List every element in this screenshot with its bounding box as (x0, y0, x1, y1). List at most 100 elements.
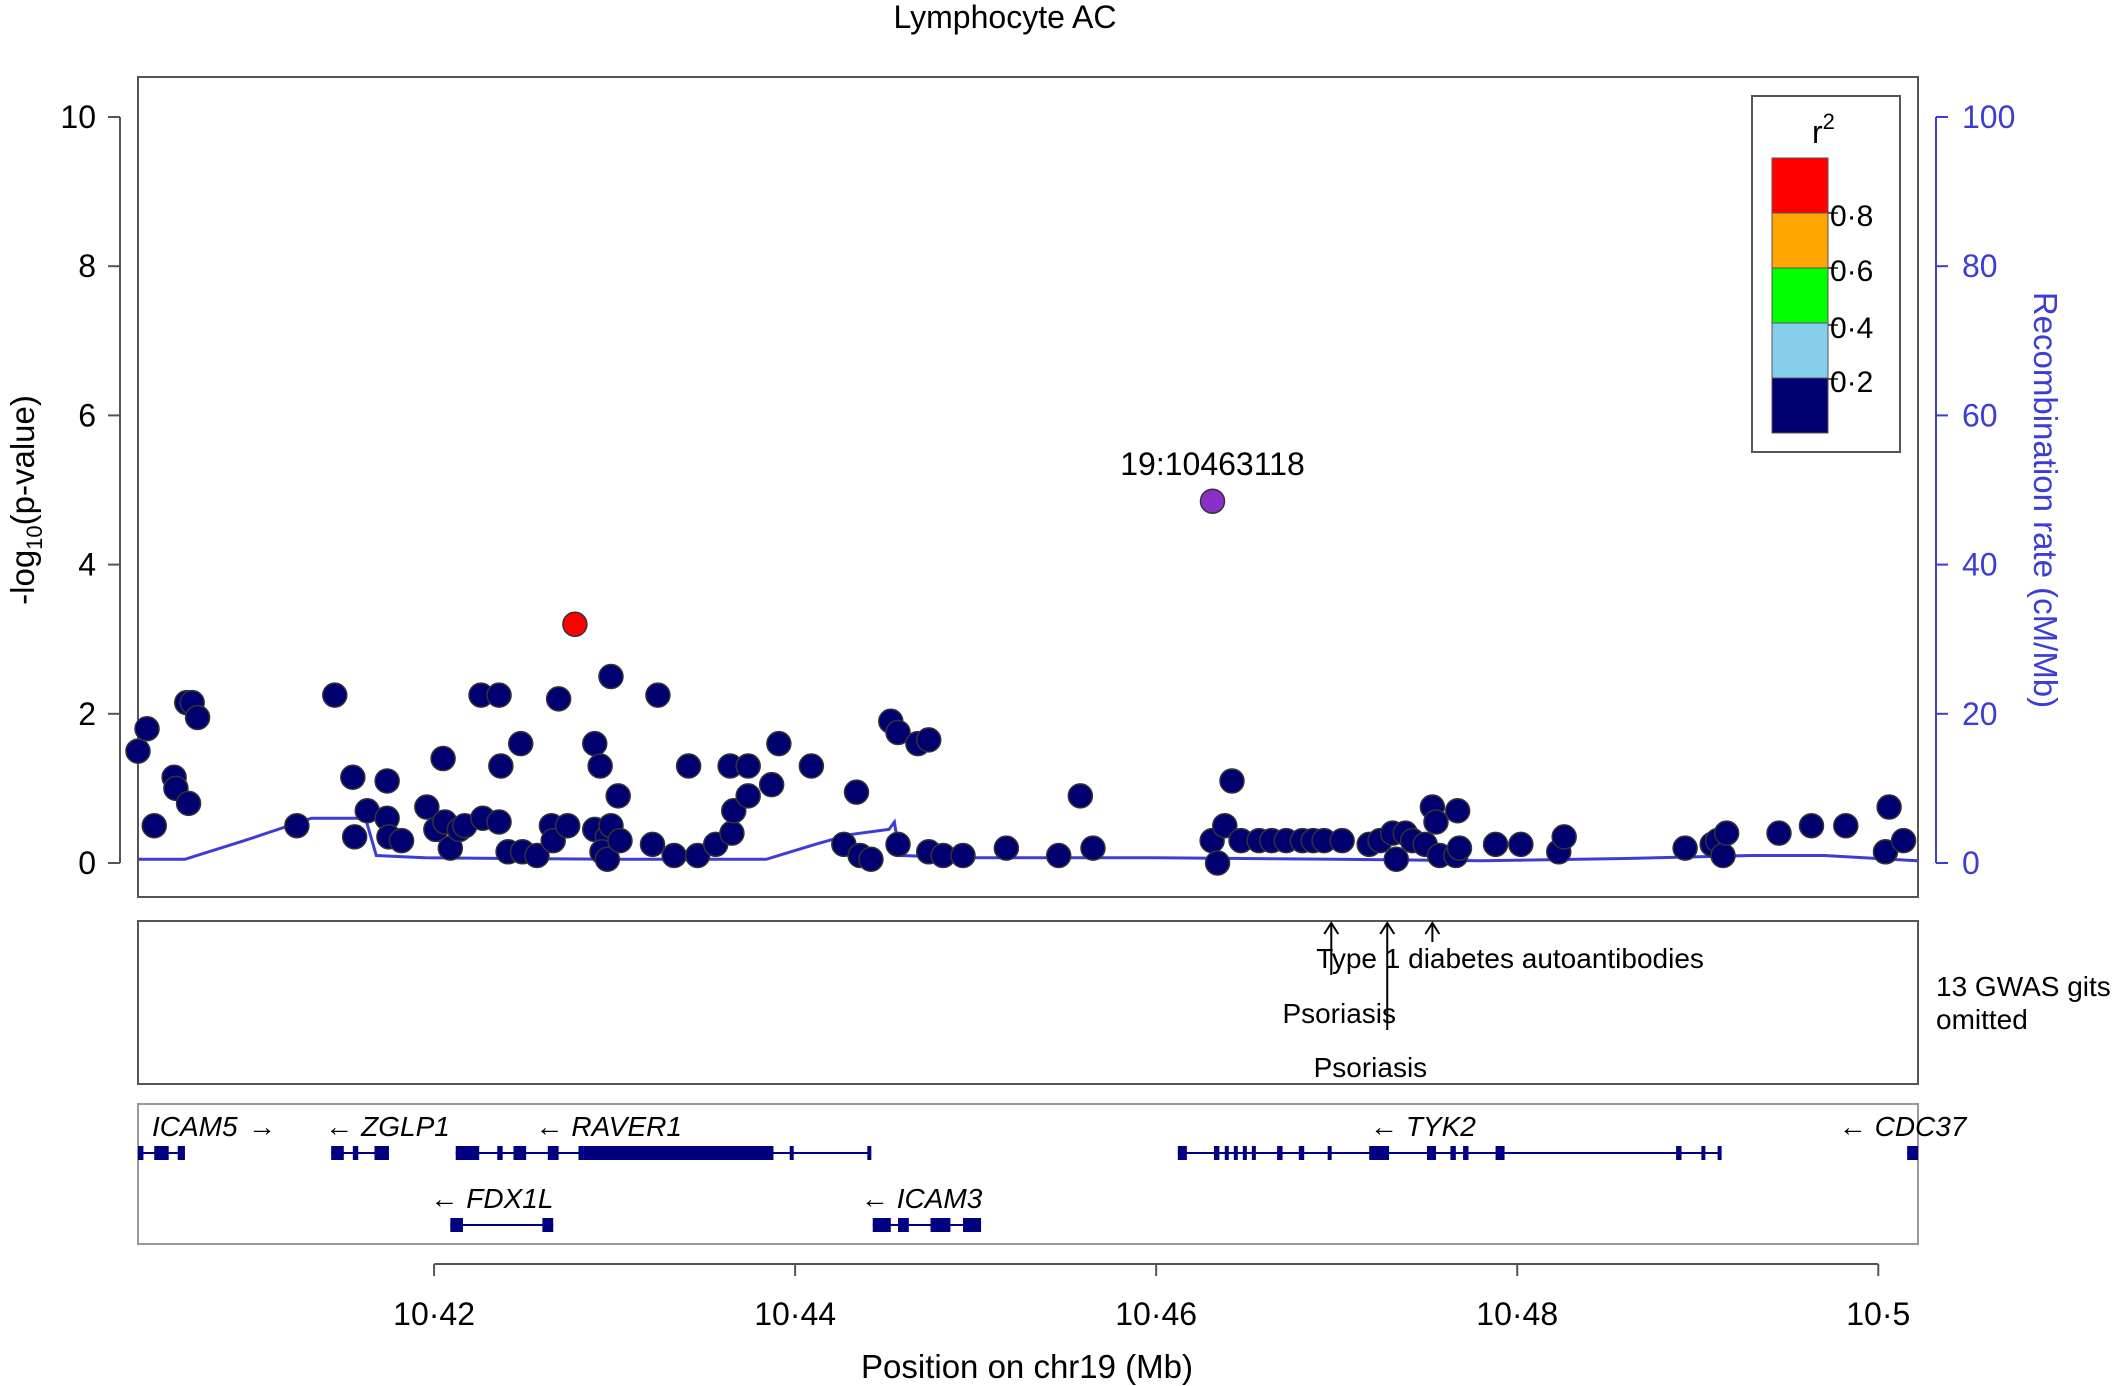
gene-panel-frame (137, 1103, 1919, 1245)
snp-point (284, 812, 310, 839)
gene-label: ZGLP1 (360, 1111, 450, 1142)
snp-point (341, 824, 368, 850)
snp-point (639, 831, 666, 858)
snp-point (1383, 846, 1410, 873)
snp-point (322, 682, 348, 708)
snp-point (1713, 820, 1740, 846)
gene-exon (1277, 1146, 1283, 1160)
gene-strand-arrow: → (248, 1111, 276, 1142)
gwas-omitted-note-line1: 13 GWAS gits (1936, 971, 2111, 1002)
gene-tracks: ICAM5 → ← ZGLP1 ← RAVER1 ← TYK2 ← CDC37← FDX1L ← ICA… (138, 1111, 1968, 1232)
snp-point (1876, 794, 1902, 820)
gene-exon (1242, 1146, 1247, 1160)
gene-strand-arrow: ← (430, 1183, 458, 1214)
gene-strand-arrow: ← (535, 1111, 563, 1142)
gene-exon (583, 1146, 774, 1160)
gene-exon (1701, 1146, 1706, 1160)
snp-point (488, 753, 514, 779)
gwas-hit-arrow (1323, 921, 1340, 935)
y-tick-label: 6 (78, 397, 96, 433)
snp-point (798, 753, 825, 779)
snp-point (1045, 842, 1072, 869)
snp-point (340, 764, 366, 790)
legend-swatch (1771, 157, 1829, 214)
gene-label: CDC37 (1875, 1111, 1968, 1142)
snp-point (607, 827, 633, 854)
snp-point (843, 779, 870, 805)
x-axis: 10·42 10·44 10·46 10·48 10·5 (393, 1263, 1910, 1332)
gene-exon (513, 1146, 527, 1160)
y2-tick-label: 0 (1962, 845, 1980, 881)
gwas-hits: Type 1 diabetes autoantibodies Psoriasis P… (1282, 921, 1704, 1083)
gene-exon (177, 1146, 185, 1160)
gene-exon (450, 1218, 463, 1232)
snp-point (581, 730, 608, 757)
snp-point (661, 842, 687, 869)
legend-swatch (1771, 377, 1829, 434)
snp-point (175, 790, 202, 817)
snp-point (587, 753, 613, 779)
snp-point (950, 842, 976, 869)
y-axis-label-sub: 10 (22, 525, 47, 549)
snp-point (645, 682, 671, 708)
y-axis-left: 0 2 4 6 8 10 (60, 99, 121, 881)
y-tick-label: 0 (78, 845, 96, 881)
gene-exon (1177, 1146, 1187, 1160)
gene-exon (898, 1218, 909, 1232)
snp-point (554, 812, 581, 839)
gene-tyk2: ← TYK2 (1177, 1111, 1722, 1160)
y-axis-label-tail: (p-value) (4, 395, 41, 525)
legend-label-0-8: 0·8 (1830, 200, 1873, 233)
gene-strand-arrow: ← (1370, 1111, 1398, 1142)
gwas-panel-frame (137, 920, 1919, 1085)
snp-point (1329, 827, 1355, 854)
snp-point-high-ld (562, 611, 588, 638)
gene-exon (455, 1146, 480, 1160)
y2-tick-label: 60 (1962, 397, 1998, 433)
snp-point (1672, 835, 1698, 861)
gwas-label-psoriasis-2: Psoriasis (1314, 1052, 1428, 1083)
gene-strand-arrow: ← (325, 1111, 353, 1142)
snp-point (374, 768, 400, 794)
snp-point (605, 783, 631, 809)
gene-exon (1224, 1146, 1229, 1160)
gene-exon (1495, 1146, 1505, 1160)
x-tick-label: 10·42 (393, 1296, 475, 1332)
snp-point (735, 753, 761, 779)
snp-point (1204, 850, 1231, 876)
snp-point (414, 794, 440, 820)
legend-swatch (1771, 212, 1829, 269)
snp-point (885, 719, 911, 746)
gene-exon (1426, 1146, 1436, 1160)
legend-label-0-2: 0·2 (1830, 366, 1873, 399)
snp-point (675, 753, 702, 779)
snp-point (1446, 835, 1473, 861)
gene-exon (1907, 1146, 1918, 1160)
snp-point (1508, 831, 1534, 858)
snp-point (430, 745, 456, 772)
snp-point (1798, 812, 1825, 839)
legend-title-sup: 2 (1823, 109, 1835, 134)
snp-point (125, 738, 151, 764)
snp-point (598, 663, 624, 690)
gene-strand-arrow: ← (861, 1183, 889, 1214)
gene-exon (331, 1146, 344, 1160)
r2-legend: r2 0·8 0·6 0·4 0·2 (1751, 95, 1901, 453)
snp-point (1766, 820, 1792, 846)
gene-exon (872, 1218, 891, 1232)
snp-point (1423, 809, 1449, 835)
gene-exon (1369, 1146, 1390, 1160)
gwas-hit-arrow (1424, 921, 1441, 935)
gwas-omitted-note-line2: omitted (1936, 1004, 2028, 1035)
gene-exon (1450, 1146, 1456, 1160)
snp-point (1080, 835, 1106, 861)
gene-exon (542, 1218, 554, 1232)
gene-cdc37: ← CDC37 (1839, 1111, 1968, 1160)
gene-label: ICAM5 (152, 1111, 238, 1142)
gene-raver1: ← RAVER1 (455, 1111, 872, 1160)
snp-point (766, 730, 792, 757)
gwas-label-t1d: Type 1 diabetes autoantibodies (1316, 943, 1704, 974)
snp-point (1710, 842, 1736, 869)
snp-point (1890, 827, 1917, 854)
y-tick-label: 4 (78, 547, 96, 583)
